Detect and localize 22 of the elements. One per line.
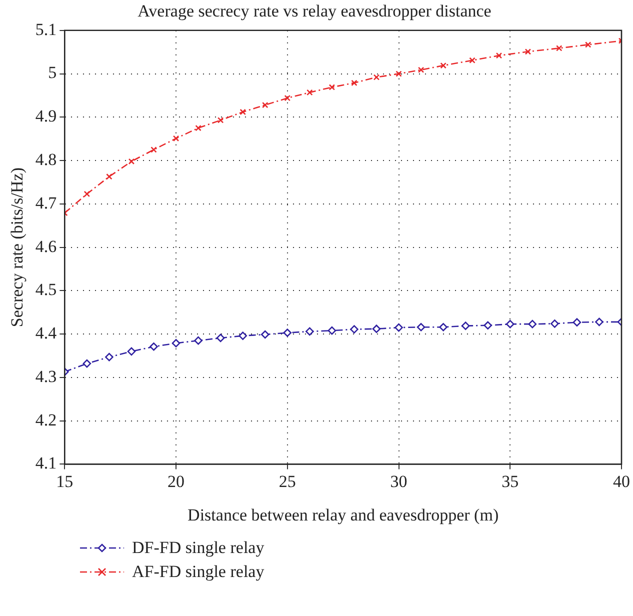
x-tick-label: 20 <box>168 472 185 491</box>
y-axis-title: Secrecy rate (bits/s/Hz) <box>8 168 27 328</box>
y-tick-label: 4.7 <box>35 193 58 212</box>
y-tick-label: 4.9 <box>35 106 57 126</box>
x-tick-label: 25 <box>278 472 296 491</box>
y-tick-label: 4.6 <box>35 236 57 256</box>
y-tick-label: 4.8 <box>35 150 57 170</box>
x-tick-label: 15 <box>56 472 74 491</box>
legend-label: AF-FD single relay <box>132 562 264 582</box>
y-tick-label: 4.4 <box>35 324 58 343</box>
legend-label: DF-FD single relay <box>132 538 264 558</box>
x-tick-label: 40 <box>613 472 630 491</box>
x-tick-label: 35 <box>502 472 519 491</box>
chart-title: Average secrecy rate vs relay eavesdropper distance <box>138 2 492 21</box>
x-tick-label: 30 <box>390 472 408 491</box>
y-tick-label: 4.5 <box>35 280 57 300</box>
y-tick-label: 4.2 <box>35 410 57 430</box>
y-tick-label: 5 <box>48 63 57 82</box>
y-tick-label: 5.1 <box>35 20 57 39</box>
y-tick-label: 4.3 <box>35 366 57 386</box>
y-tick-label: 4.1 <box>35 454 57 473</box>
x-axis-title: Distance between relay and eavesdropper (m) <box>188 505 499 524</box>
